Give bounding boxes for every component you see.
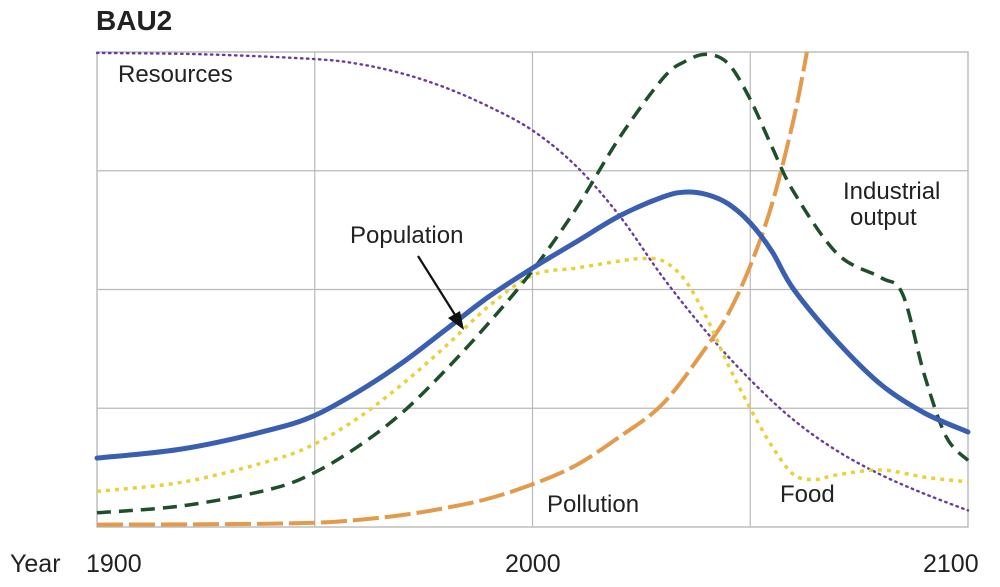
population-arrow [417,255,464,330]
arrow-shaft [417,255,458,319]
grid-lines [96,51,969,528]
label-resources: Resources [118,61,233,88]
label-food: Food [780,481,835,508]
series-lines [94,51,971,527]
x-tick-2000: 2000 [505,550,561,578]
x-tick-2100: 2100 [923,550,979,578]
label-population: Population [350,222,463,249]
series-line-population [94,189,971,461]
x-tick-1900: 1900 [86,550,142,578]
arrow-head [448,311,464,330]
series-line-industrial [96,52,970,515]
plot-frame [96,51,969,528]
series-line-resources [95,51,970,512]
series-line-pollution [96,51,809,527]
label-pollution: Pollution [547,491,639,518]
x-axis-prefix: Year [10,550,61,578]
label-industrial-line1: Industrial [843,178,940,205]
chart-title: BAU2 [96,5,172,36]
label-industrial-line2: output [850,204,917,231]
